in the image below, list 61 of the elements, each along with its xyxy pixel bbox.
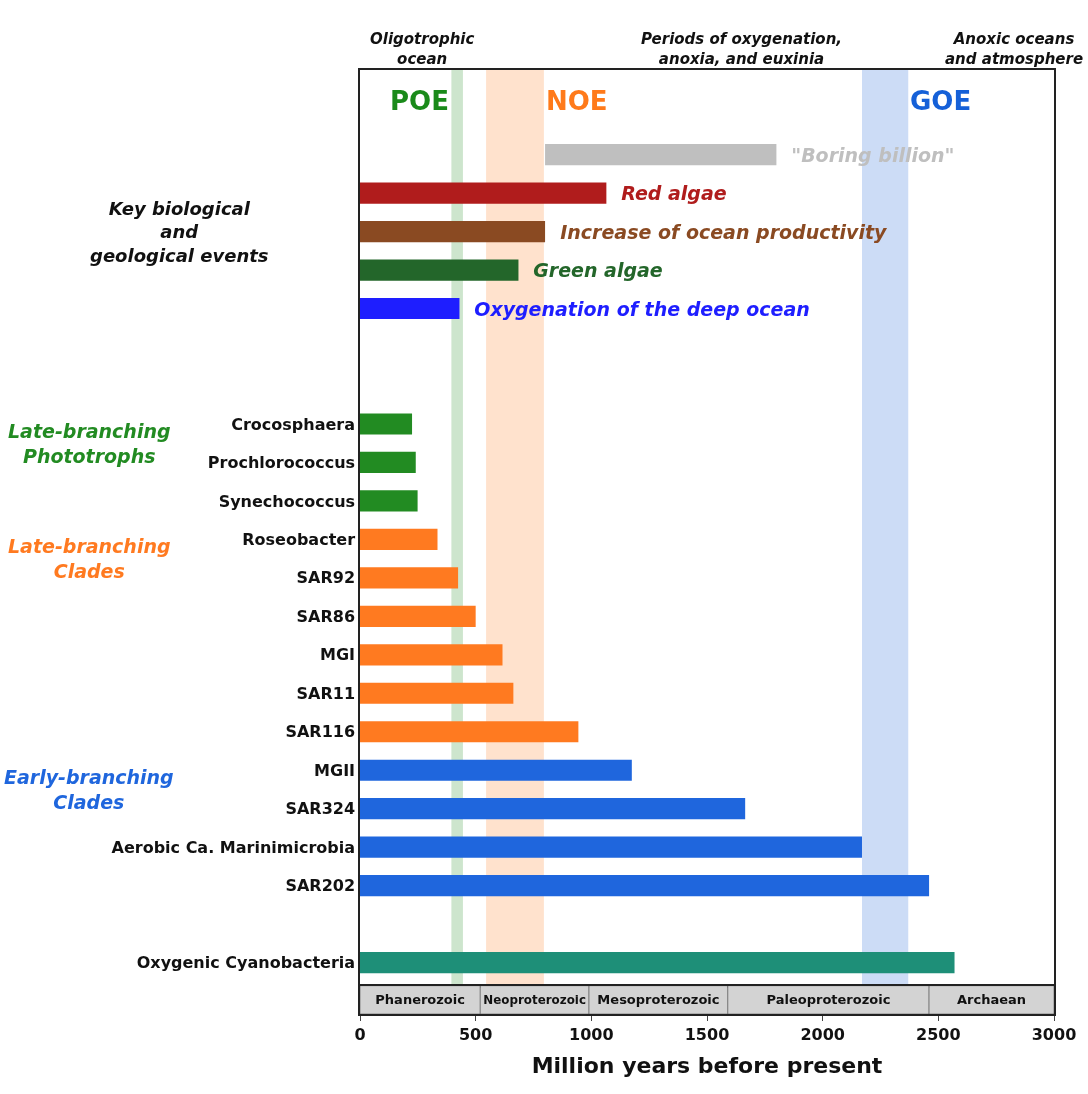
y-tick-label: Roseobacter	[242, 529, 356, 549]
x-tick-label: 2000	[800, 1024, 845, 1044]
series-label: Oxygenation of the deep ocean	[461, 298, 810, 320]
series-label: "Boring billion"	[778, 144, 955, 166]
y-tick-label: SAR86	[296, 606, 356, 626]
bar	[360, 528, 438, 550]
y-tick-label: Prochlorococcus	[207, 453, 356, 473]
y-tick-label: SAR92	[296, 568, 356, 588]
band-label: GOE	[910, 86, 972, 116]
text: Anoxic oceans and atmosphere	[945, 30, 1084, 68]
data-label: Paleoproterozoic	[766, 992, 891, 1008]
bar	[360, 952, 955, 974]
bar	[360, 221, 546, 243]
bar	[360, 759, 632, 781]
y-tick-label: SAR116	[285, 722, 356, 742]
x-tick-label: 500	[458, 1024, 493, 1044]
text: Late-branching Phototrophs	[8, 420, 171, 467]
series-label: Increase of ocean productivity	[547, 221, 889, 243]
bar	[360, 836, 862, 858]
series-label: Red algae	[608, 182, 727, 204]
data-label: Phanerozoic	[375, 992, 465, 1008]
bar	[360, 182, 607, 204]
series-label: Green algae	[520, 259, 663, 281]
bar	[360, 644, 503, 666]
data-label: Neoproterozoic	[483, 992, 586, 1007]
bar	[360, 451, 416, 474]
y-tick-label: Crocosphaera	[231, 414, 356, 434]
bar	[360, 413, 413, 435]
bar	[360, 798, 746, 820]
bar	[360, 721, 579, 743]
text: Key biological and geological events	[90, 198, 269, 266]
bar	[360, 490, 418, 512]
bar	[360, 567, 459, 589]
bar	[545, 144, 777, 166]
text: Late-branching Clades	[8, 535, 171, 582]
y-tick-label: SAR324	[285, 799, 356, 819]
x-tick-label: 1000	[569, 1024, 614, 1044]
band-label: POE	[390, 86, 449, 116]
text: Early-branching Clades	[4, 766, 174, 813]
bar	[360, 875, 930, 897]
y-tick-label: Synechococcus	[218, 491, 356, 511]
y-tick-label: Aerobic Ca. Marinimicrobia	[111, 837, 356, 857]
data-label: Archaean	[957, 992, 1027, 1008]
text: Periods of oxygenation, anoxia, and euxinia	[641, 30, 843, 68]
y-tick-label: Oxygenic Cyanobacteria	[136, 953, 356, 973]
x-tick-label: 2500	[916, 1024, 961, 1044]
y-tick-label: MGII	[314, 760, 356, 780]
band-label: NOE	[546, 86, 608, 116]
bar	[360, 259, 519, 281]
bar	[360, 605, 476, 627]
y-tick-label: MGI	[320, 645, 356, 665]
text: Oligotrophic ocean	[370, 30, 475, 68]
x-tick-label: 0	[354, 1024, 366, 1044]
y-tick-label: SAR202	[285, 876, 356, 896]
bar	[360, 297, 460, 320]
data-label: Mesoproterozoic	[597, 992, 720, 1008]
bar	[360, 682, 514, 704]
x-axis-title: Million years before present	[531, 1053, 883, 1079]
y-tick-label: SAR11	[296, 683, 356, 703]
x-tick-label: 1500	[684, 1024, 730, 1044]
x-tick-label: 3000	[1031, 1024, 1077, 1044]
